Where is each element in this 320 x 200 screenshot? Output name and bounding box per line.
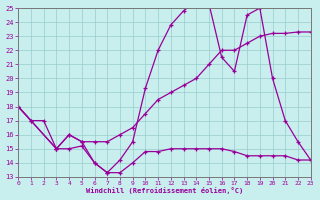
X-axis label: Windchill (Refroidissement éolien,°C): Windchill (Refroidissement éolien,°C) [86,187,243,194]
